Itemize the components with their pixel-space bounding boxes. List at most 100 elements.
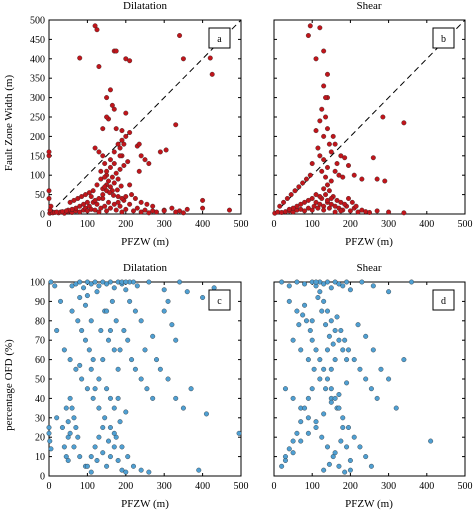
data-point — [340, 174, 346, 180]
data-point — [111, 192, 116, 198]
data-point — [173, 337, 179, 343]
data-point — [75, 318, 81, 324]
data-point — [92, 444, 98, 450]
data-point — [307, 23, 313, 29]
x-tick-label: 200 — [118, 219, 133, 230]
data-point — [357, 366, 363, 372]
x-tick-label: 300 — [381, 481, 396, 492]
panel-title-c: Dilatation — [123, 262, 167, 274]
data-point — [88, 194, 94, 200]
data-point — [326, 205, 332, 211]
data-point — [150, 395, 156, 401]
data-point — [111, 149, 117, 155]
data-point — [92, 279, 98, 285]
data-point — [132, 196, 138, 201]
data-point — [336, 463, 342, 469]
data-point — [321, 411, 327, 417]
data-point — [129, 357, 135, 363]
data-point — [334, 314, 340, 320]
y-tick-label: 350 — [30, 74, 45, 85]
data-point — [370, 283, 376, 289]
data-point — [169, 322, 175, 328]
data-point — [303, 176, 309, 182]
data-point — [307, 328, 313, 333]
data-point — [317, 289, 323, 295]
data-point — [100, 192, 106, 198]
data-point — [96, 149, 102, 155]
data-point — [323, 322, 329, 328]
data-point — [138, 153, 144, 159]
data-point — [106, 337, 111, 343]
data-point — [88, 366, 94, 372]
data-point — [227, 207, 232, 213]
data-point — [367, 209, 372, 215]
data-point — [300, 180, 306, 186]
data-point — [319, 434, 325, 440]
data-point — [344, 380, 350, 386]
data-point — [113, 434, 119, 440]
data-point — [123, 194, 129, 200]
data-point — [92, 386, 98, 392]
data-point — [334, 161, 340, 167]
y-tick-label: 0 — [40, 210, 45, 221]
data-point — [325, 126, 330, 132]
data-point — [305, 357, 311, 363]
data-point — [300, 312, 306, 318]
data-point — [88, 454, 94, 460]
data-point — [317, 376, 323, 382]
data-point — [319, 106, 325, 112]
data-point — [302, 208, 308, 214]
data-point — [344, 279, 350, 285]
data-point — [307, 172, 313, 178]
data-point — [290, 450, 296, 456]
data-point — [330, 341, 336, 347]
data-point — [347, 467, 353, 473]
data-point — [290, 337, 296, 343]
x-tick-label: 300 — [157, 481, 172, 492]
data-point — [363, 333, 369, 339]
data-point — [382, 178, 388, 184]
data-point — [323, 95, 329, 101]
data-point — [123, 133, 129, 139]
data-point — [317, 153, 323, 159]
data-point — [200, 197, 206, 203]
data-point — [69, 308, 75, 314]
data-point — [154, 357, 159, 363]
data-point — [209, 71, 215, 77]
data-point — [67, 430, 73, 436]
data-point — [127, 58, 133, 64]
x-tick-label: 0 — [272, 481, 277, 492]
y-tick-label: 450 — [30, 35, 45, 46]
data-point — [96, 434, 102, 440]
y-tick-label: 150 — [30, 151, 45, 162]
data-point — [169, 205, 175, 211]
data-point — [325, 182, 330, 188]
data-point — [340, 347, 346, 353]
data-point — [142, 207, 148, 213]
data-point — [111, 201, 117, 207]
data-point — [332, 168, 338, 174]
x-tick-label: 100 — [305, 481, 320, 492]
data-point — [134, 205, 140, 211]
x-tick-label: 400 — [419, 219, 434, 230]
x-tick-label: 100 — [80, 219, 95, 230]
y-tick-label: 500 — [30, 16, 45, 27]
data-point — [370, 155, 376, 161]
data-point — [353, 203, 359, 209]
data-point — [359, 176, 365, 182]
data-point — [117, 153, 123, 159]
x-tick-label: 100 — [80, 481, 95, 492]
data-point — [115, 366, 121, 372]
data-point — [73, 425, 79, 430]
data-point — [286, 446, 292, 452]
y-tick-label: 40 — [35, 394, 45, 405]
xlabel-a: PFZW (m) — [121, 236, 169, 248]
data-point — [332, 395, 338, 401]
data-point — [92, 23, 98, 29]
data-point — [328, 196, 334, 201]
data-point — [123, 110, 129, 116]
data-point — [107, 328, 113, 333]
data-point — [96, 405, 102, 411]
data-point — [326, 188, 332, 194]
data-point — [115, 395, 121, 401]
